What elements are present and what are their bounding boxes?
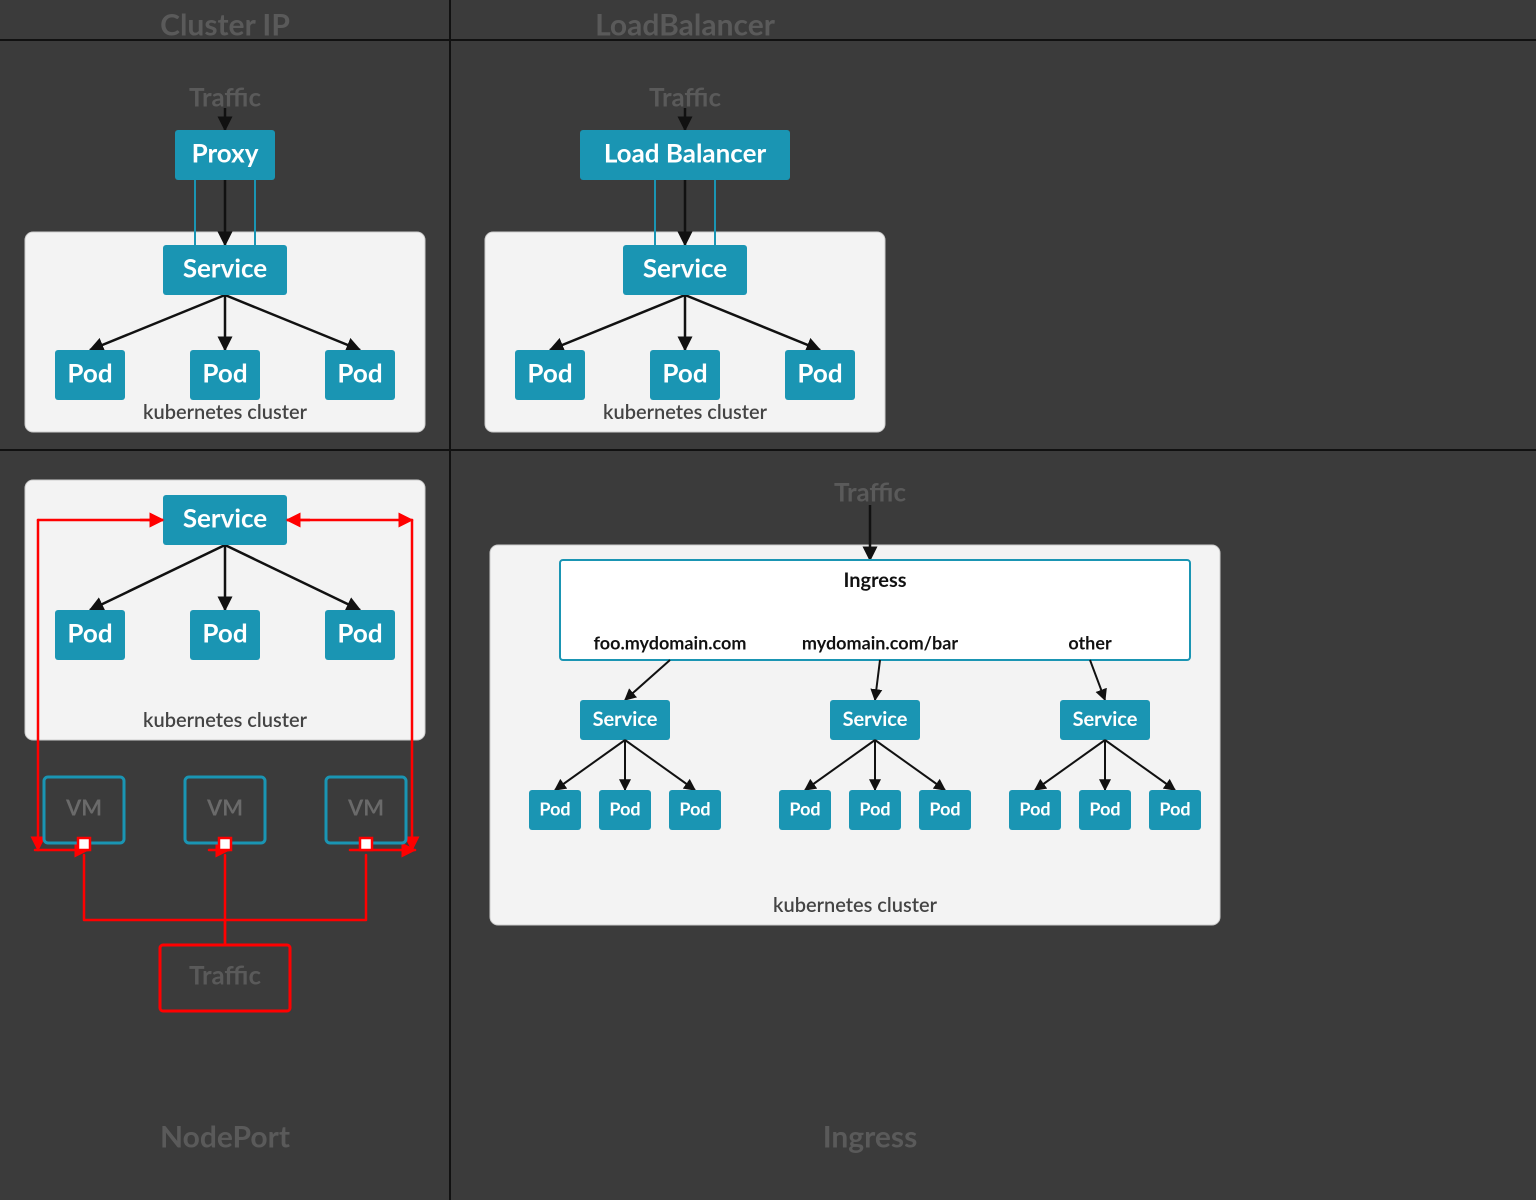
pod-node-label: Pod (539, 798, 570, 820)
title-nodeport: NodePort (160, 1119, 290, 1155)
ingress-rule: mydomain.com/bar (802, 632, 958, 654)
pod-node-label: Pod (67, 357, 112, 389)
pod-node-label: Pod (202, 357, 247, 389)
cluster-label: kubernetes cluster (143, 708, 308, 732)
service-node-label: Service (643, 252, 727, 284)
cluster-label: kubernetes cluster (603, 400, 768, 424)
nodeport-icon (78, 838, 90, 850)
ingress-rule: foo.mydomain.com (594, 632, 747, 654)
vm-label: VM (206, 794, 243, 821)
pod-node-label: Pod (202, 617, 247, 649)
pod-node-label: Pod (662, 357, 707, 389)
title-clusterip: Cluster IP (160, 7, 290, 43)
vm-label: VM (65, 794, 102, 821)
service-node-label: Service (593, 707, 658, 731)
pod-node-label: Pod (679, 798, 710, 820)
diagram-canvas: Cluster IP Traffic kubernetes cluster Proxy… (0, 0, 1536, 1200)
cluster-label: kubernetes cluster (143, 400, 308, 424)
cluster-label: kubernetes cluster (773, 893, 938, 917)
pod-node-label: Pod (609, 798, 640, 820)
service-node-label: Service (183, 502, 267, 534)
traffic-label: Traffic (834, 476, 907, 508)
connector (84, 855, 225, 945)
service-node-label: Service (183, 252, 267, 284)
service-node-label: Service (1073, 707, 1138, 731)
nodeport-icon (219, 838, 231, 850)
pod-node-label: Pod (789, 798, 820, 820)
pod-node-label: Pod (1159, 798, 1190, 820)
traffic-label: Traffic (189, 959, 262, 991)
title-loadbalancer: LoadBalancer (595, 7, 776, 43)
pod-node-label: Pod (1089, 798, 1120, 820)
pod-node-label: Pod (67, 617, 112, 649)
pod-node-label: Pod (797, 357, 842, 389)
title-ingress: Ingress (823, 1119, 918, 1155)
service-node-label: Service (843, 707, 908, 731)
pod-node-label: Pod (1019, 798, 1050, 820)
pod-node-label: Pod (929, 798, 960, 820)
pod-node-label: Pod (527, 357, 572, 389)
pod-node-label: Pod (337, 357, 382, 389)
pod-node-label: Pod (337, 617, 382, 649)
connector (225, 855, 366, 920)
proxy-node-label: Proxy (192, 137, 259, 169)
nodeport-icon (360, 838, 372, 850)
loadbalancer-node-label: Load Balancer (604, 137, 767, 169)
pod-node-label: Pod (859, 798, 890, 820)
ingress-rule: other (1068, 632, 1112, 654)
vm-label: VM (347, 794, 384, 821)
traffic-label: Traffic (649, 81, 722, 113)
traffic-label: Traffic (189, 81, 262, 113)
ingress-title: Ingress (843, 568, 906, 592)
